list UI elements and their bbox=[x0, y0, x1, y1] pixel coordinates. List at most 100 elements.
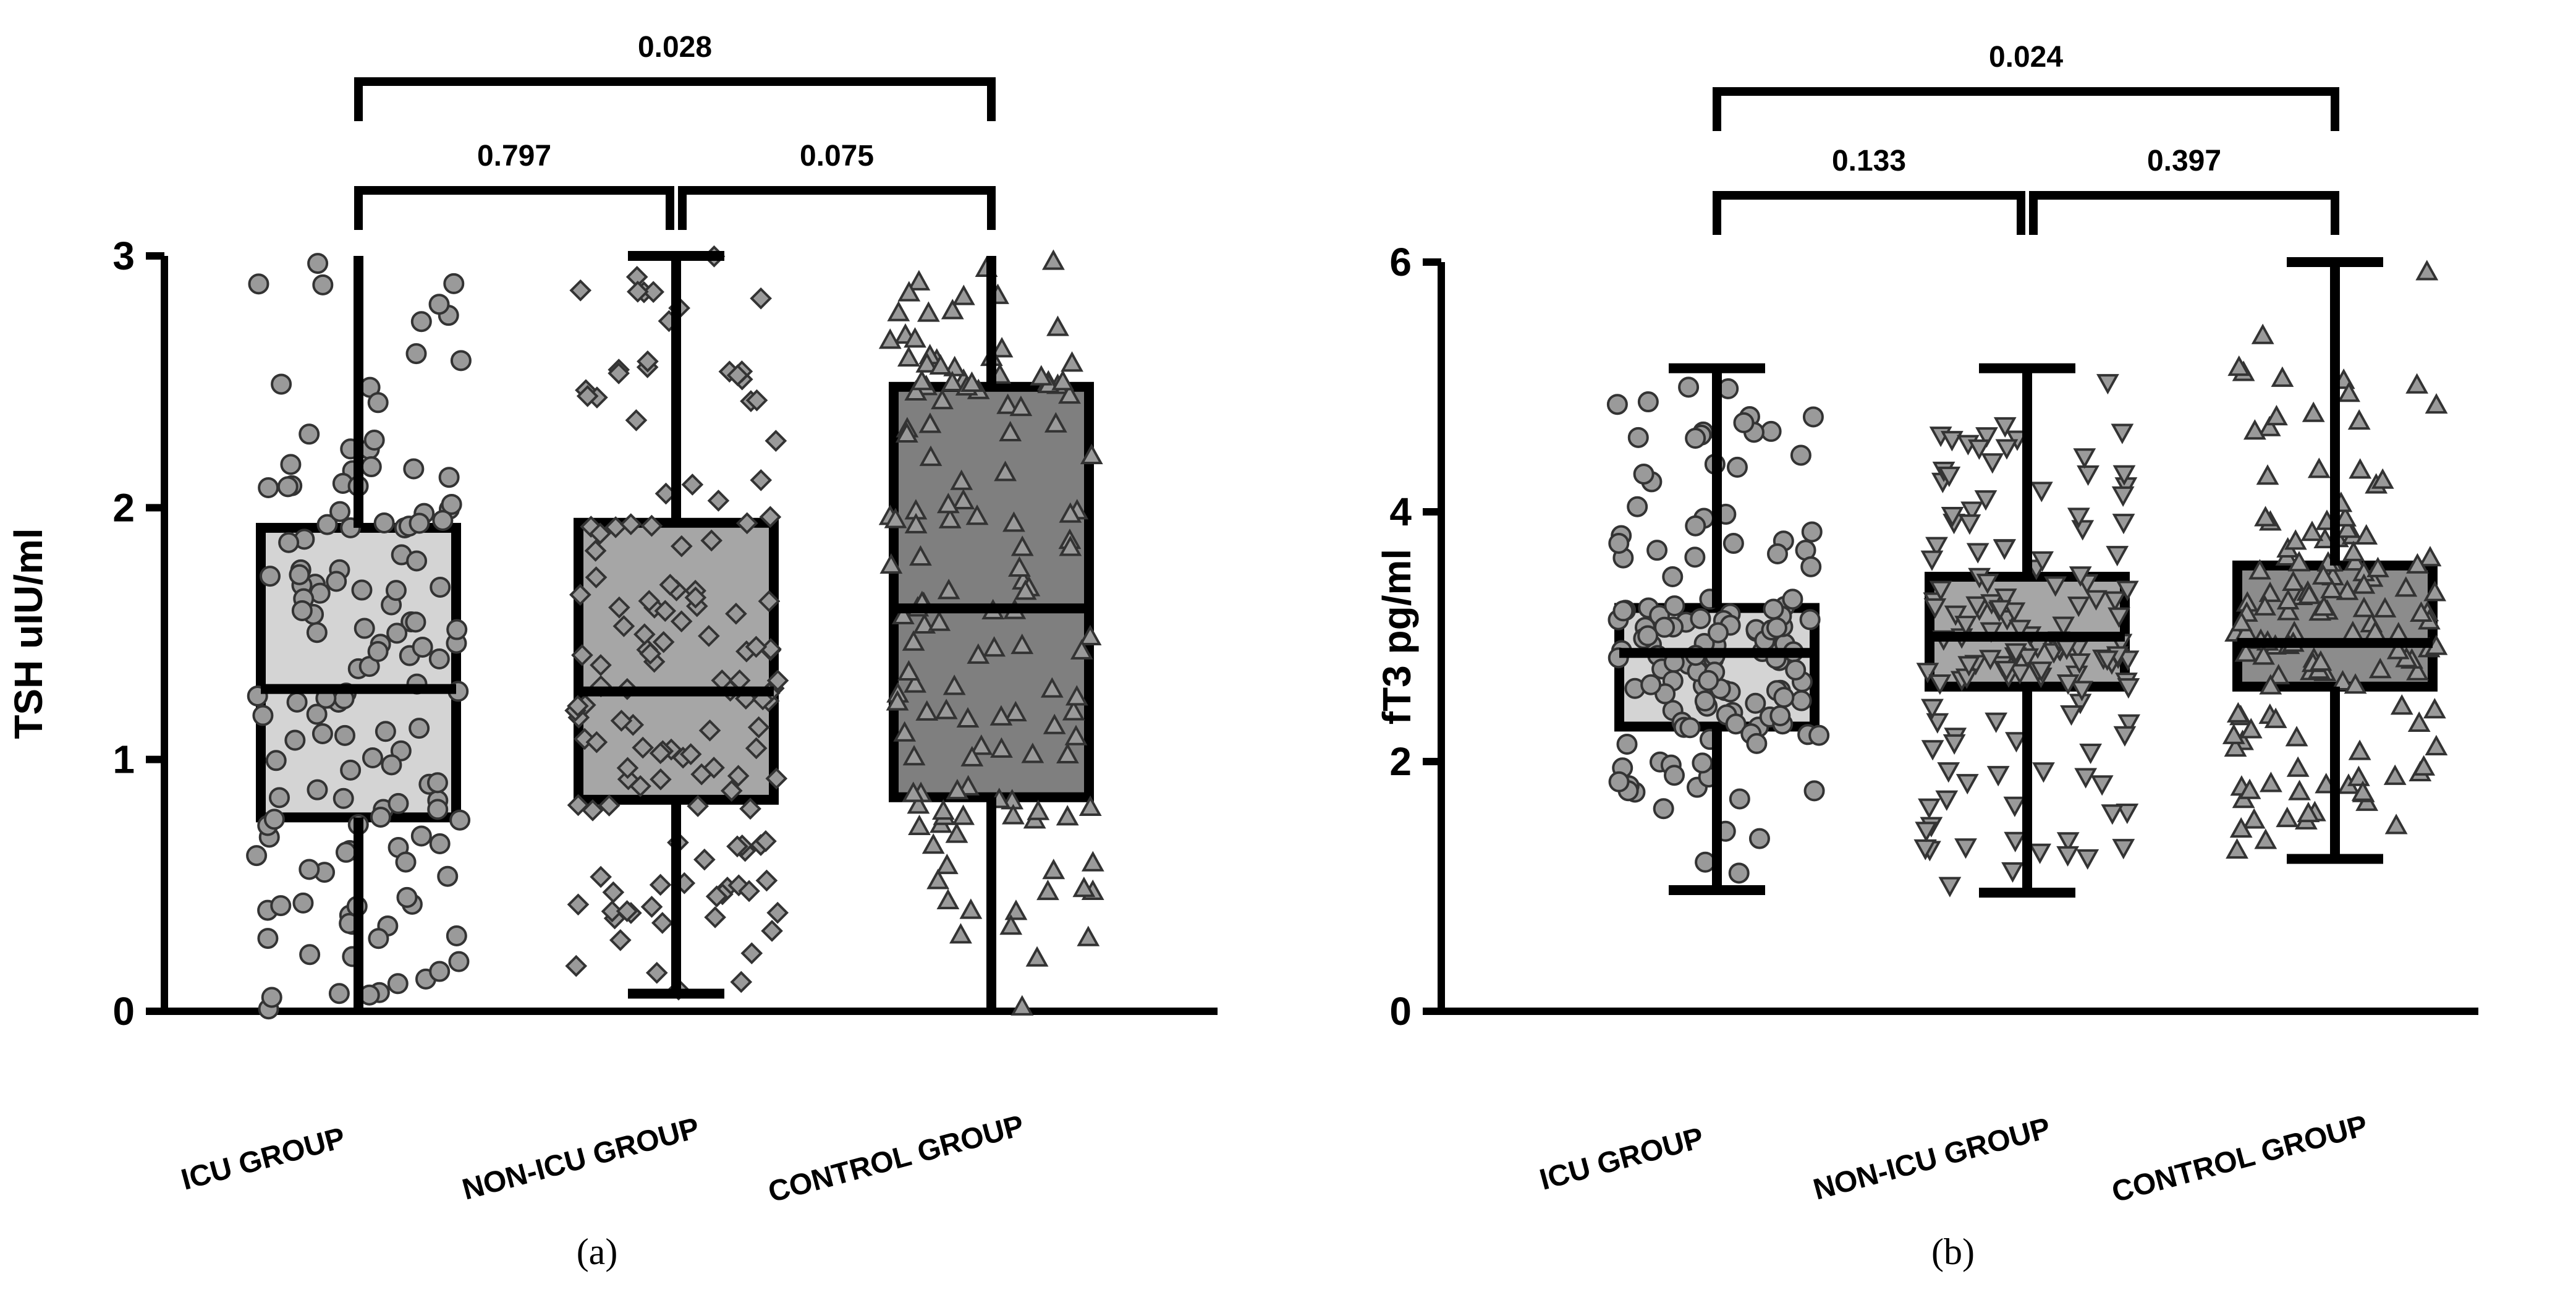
data-points bbox=[246, 253, 472, 1020]
data-point bbox=[1608, 771, 1630, 792]
data-point bbox=[659, 574, 682, 596]
significance-bracket bbox=[354, 186, 674, 230]
data-point bbox=[333, 788, 354, 809]
data-point bbox=[652, 631, 675, 653]
data-point bbox=[1637, 391, 1659, 413]
data-point bbox=[405, 343, 427, 365]
data-point bbox=[1729, 788, 1750, 810]
data-point bbox=[1692, 752, 1713, 774]
x-category-label: ICU GROUP bbox=[178, 1121, 349, 1197]
data-point bbox=[280, 454, 302, 475]
data-point bbox=[1081, 851, 1104, 872]
y-tick-label: 0 bbox=[1389, 989, 1412, 1034]
data-point bbox=[879, 553, 903, 574]
data-point bbox=[1725, 713, 1747, 735]
data-point bbox=[1915, 822, 1938, 843]
data-point bbox=[329, 501, 351, 522]
data-point bbox=[351, 579, 373, 601]
data-point bbox=[2282, 570, 2305, 592]
panel-label: (b) bbox=[1931, 1231, 1975, 1272]
data-point bbox=[449, 809, 471, 831]
data-point bbox=[2096, 650, 2119, 671]
data-point bbox=[265, 750, 287, 771]
data-point bbox=[277, 476, 299, 498]
data-point bbox=[765, 430, 787, 452]
data-point bbox=[2425, 393, 2448, 414]
data-point bbox=[2423, 698, 2446, 719]
data-point bbox=[1698, 669, 1719, 691]
data-point bbox=[1646, 540, 1668, 561]
data-point bbox=[957, 775, 980, 796]
data-point bbox=[1002, 511, 1025, 532]
data-point bbox=[1679, 717, 1701, 739]
data-point bbox=[2227, 355, 2251, 376]
data-point bbox=[1051, 370, 1075, 391]
data-point bbox=[2229, 817, 2253, 838]
data-point bbox=[406, 550, 428, 572]
data-point bbox=[913, 613, 936, 634]
p-value-label: 0.397 bbox=[2147, 145, 2221, 177]
data-point bbox=[1937, 762, 1960, 783]
data-point bbox=[2383, 764, 2407, 785]
data-point bbox=[907, 270, 931, 291]
data-point bbox=[1943, 734, 1966, 755]
y-tick-label: 4 bbox=[1389, 490, 1412, 534]
data-point bbox=[1766, 543, 1788, 565]
data-point bbox=[1627, 427, 1649, 448]
data-point bbox=[1960, 501, 1984, 522]
data-point bbox=[700, 529, 723, 552]
data-point bbox=[684, 586, 707, 609]
data-point bbox=[1966, 543, 1989, 564]
data-point bbox=[1062, 700, 1085, 721]
panel-b-ft3: 0 2 4 6 fT3 pg/ml ICU GROUP NON-ICU GROUP CONTR… bbox=[1375, 41, 2478, 1272]
data-point bbox=[291, 600, 313, 621]
data-point bbox=[949, 923, 972, 944]
data-point bbox=[1694, 690, 1716, 712]
data-point bbox=[2090, 775, 2114, 796]
data-point bbox=[1803, 780, 1825, 802]
data-point bbox=[928, 610, 951, 631]
data-point bbox=[627, 281, 649, 303]
data-point bbox=[432, 509, 454, 531]
data-point bbox=[1010, 995, 1034, 1016]
data-point bbox=[891, 603, 915, 624]
data-point bbox=[917, 301, 940, 322]
data-point bbox=[299, 944, 321, 966]
data-point bbox=[965, 504, 989, 525]
data-point bbox=[915, 700, 939, 721]
data-point bbox=[2004, 831, 2027, 852]
data-point bbox=[2276, 588, 2300, 610]
data-point bbox=[569, 279, 592, 302]
data-point bbox=[2067, 597, 2090, 618]
data-point bbox=[897, 346, 920, 367]
data-point bbox=[299, 859, 320, 880]
data-point bbox=[2425, 734, 2448, 755]
p-value-label: 0.133 bbox=[1832, 145, 1906, 177]
data-point bbox=[2405, 373, 2429, 394]
data-point bbox=[1958, 514, 1981, 535]
y-tick-label: 1 bbox=[112, 737, 135, 782]
data-point bbox=[2415, 260, 2439, 281]
data-point bbox=[1695, 851, 1716, 873]
data-point bbox=[1056, 805, 1079, 826]
p-value-label: 0.075 bbox=[800, 140, 874, 172]
data-point bbox=[2284, 529, 2307, 550]
data-point bbox=[2238, 778, 2261, 799]
data-point bbox=[2251, 323, 2274, 344]
data-point bbox=[704, 906, 726, 928]
data-point bbox=[1043, 713, 1066, 734]
data-point bbox=[335, 841, 357, 863]
y-tick-label: 6 bbox=[1389, 240, 1412, 284]
data-point bbox=[312, 274, 334, 295]
data-point bbox=[2067, 507, 2090, 529]
data-point bbox=[693, 848, 716, 871]
data-point bbox=[1662, 566, 1684, 588]
data-point bbox=[258, 477, 279, 499]
data-point bbox=[2337, 381, 2361, 402]
data-point bbox=[2336, 579, 2359, 600]
data-point bbox=[1994, 588, 2017, 609]
box-plot-1 bbox=[1913, 363, 2141, 898]
data-point bbox=[261, 987, 282, 1008]
data-point bbox=[1802, 406, 1824, 428]
data-point bbox=[739, 797, 761, 820]
